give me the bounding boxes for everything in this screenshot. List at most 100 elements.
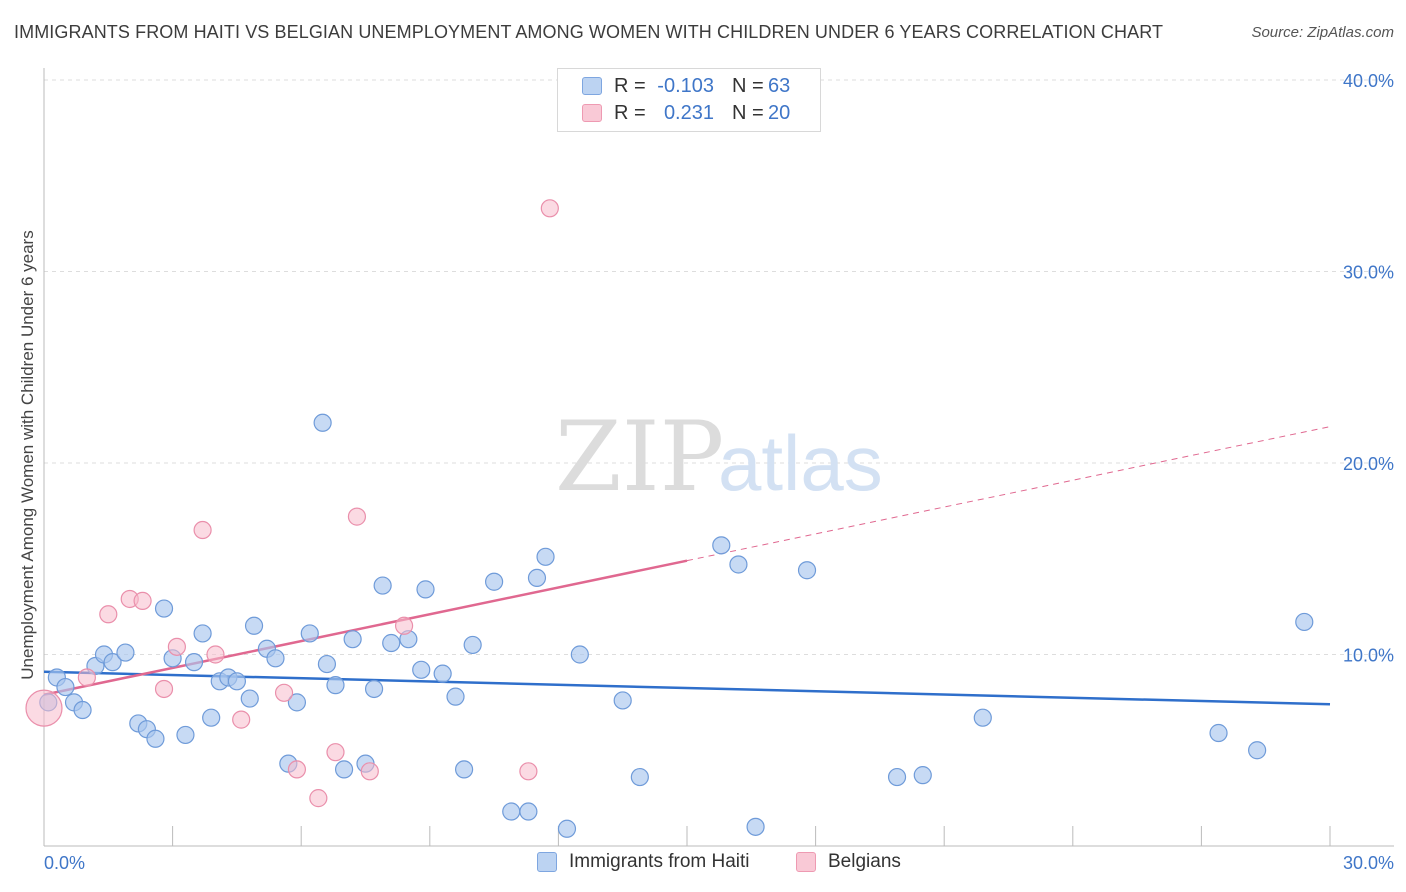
data-point-belgians [167, 637, 186, 656]
data-point-haiti [887, 767, 907, 787]
data-point-haiti [334, 760, 354, 779]
data-point-haiti [317, 654, 337, 674]
data-point-haiti [240, 689, 259, 708]
data-point-haiti [630, 767, 649, 787]
stats-row-haiti: R = -0.103 N = 63 [582, 73, 790, 99]
n-value: 20 [768, 101, 791, 124]
data-point-haiti [313, 413, 332, 432]
data-point-haiti [154, 599, 174, 618]
y-tick-label: 20.0% [1343, 454, 1394, 474]
data-point-haiti [146, 729, 165, 748]
data-point-haiti [373, 576, 392, 595]
data-point-haiti [1295, 612, 1314, 632]
data-point-belgians [309, 789, 328, 808]
data-point-belgians [287, 760, 307, 779]
data-point-haiti [416, 580, 435, 599]
data-point-belgians [540, 199, 559, 218]
stats-legend: R = -0.103 N = 63 R = 0.231 N = 20 [557, 68, 821, 132]
n-label: N = [732, 101, 764, 124]
data-point-haiti [557, 819, 577, 838]
grid-lines [44, 79, 1394, 655]
n-value: 63 [768, 74, 791, 97]
data-point-haiti [570, 645, 589, 664]
data-point-belgians [77, 668, 96, 687]
data-point-haiti [343, 630, 362, 649]
data-point-haiti [519, 802, 538, 821]
data-point-haiti [103, 653, 122, 672]
n-label: N = [732, 74, 764, 97]
data-point-belgians [193, 520, 212, 540]
data-point-haiti [1209, 723, 1228, 743]
data-point-haiti [184, 653, 204, 672]
data-point-haiti [382, 633, 401, 653]
x-tick-label: 0.0% [44, 853, 85, 873]
r-label: R = [614, 101, 646, 124]
data-point-haiti [446, 687, 465, 706]
trend-line-haiti [43, 670, 1331, 706]
watermark: ZIP atlas [555, 401, 883, 513]
data-point-belgians [519, 762, 538, 781]
data-point-haiti [527, 568, 547, 588]
legend-swatch-blue [582, 77, 602, 95]
source-label: Source: ZipAtlas.com [1251, 24, 1394, 41]
legend-item-belgians[interactable]: Belgians [796, 851, 901, 873]
data-point-haiti [73, 700, 92, 720]
data-point-belgians [394, 616, 414, 635]
data-point-haiti [300, 624, 319, 643]
watermark-zip: ZIP [555, 401, 724, 513]
data-point-haiti [56, 677, 75, 697]
series-belgians [25, 199, 559, 808]
legend-label: Immigrants from Haiti [569, 851, 750, 872]
data-point-belgians [25, 689, 63, 727]
chart-title: IMMIGRANTS FROM HAITI VS BELGIAN UNEMPLO… [14, 22, 1164, 42]
data-point-haiti [176, 725, 195, 745]
data-point-haiti [244, 616, 264, 635]
data-point-haiti [613, 691, 632, 710]
data-point-haiti [454, 760, 474, 779]
tick-labels: 10.0% 20.0% 30.0% 40.0% 0.0% 30.0% [44, 71, 1394, 873]
data-point-belgians [274, 683, 294, 702]
data-point-haiti [797, 561, 817, 580]
trend-line-belgians [43, 559, 688, 696]
data-point-haiti [729, 555, 748, 574]
r-value: -0.103 [657, 74, 714, 97]
legend-label: Belgians [828, 851, 901, 872]
data-point-haiti [116, 643, 135, 662]
data-point-belgians [347, 507, 367, 526]
legend-swatch-pink [582, 104, 602, 122]
watermark-atlas: atlas [718, 419, 883, 507]
data-point-haiti [973, 708, 992, 727]
data-point-haiti [193, 624, 212, 643]
legend-item-haiti[interactable]: Immigrants from Haiti [537, 851, 750, 873]
stats-row-belgians: R = 0.231 N = 20 [582, 100, 790, 126]
data-point-haiti [502, 802, 521, 821]
r-label: R = [614, 74, 646, 97]
data-point-haiti [364, 679, 384, 699]
data-point-haiti [326, 676, 345, 695]
trend-lines [43, 426, 1331, 706]
data-point-haiti [746, 817, 765, 836]
x-tick-label: 30.0% [1343, 853, 1394, 873]
data-point-haiti [485, 572, 504, 591]
data-point-belgians [133, 591, 152, 610]
data-point-haiti [1248, 741, 1267, 760]
r-value: 0.231 [663, 101, 714, 124]
data-point-haiti [913, 766, 932, 785]
y-tick-label: 40.0% [1343, 71, 1394, 91]
data-point-haiti [433, 664, 452, 683]
data-point-haiti [712, 536, 731, 555]
data-point-belgians [154, 679, 174, 699]
data-point-belgians [99, 605, 118, 624]
data-point-belgians [360, 762, 379, 781]
data-point-haiti [287, 693, 307, 712]
data-point-haiti [266, 649, 285, 668]
data-point-belgians [206, 645, 225, 664]
y-tick-label: 10.0% [1343, 646, 1394, 666]
legend-swatch-blue [537, 852, 557, 872]
data-point-belgians [326, 743, 345, 762]
data-point-haiti [536, 547, 555, 566]
data-point-haiti [463, 635, 482, 655]
y-tick-label: 30.0% [1343, 263, 1394, 283]
data-point-haiti [202, 708, 221, 727]
